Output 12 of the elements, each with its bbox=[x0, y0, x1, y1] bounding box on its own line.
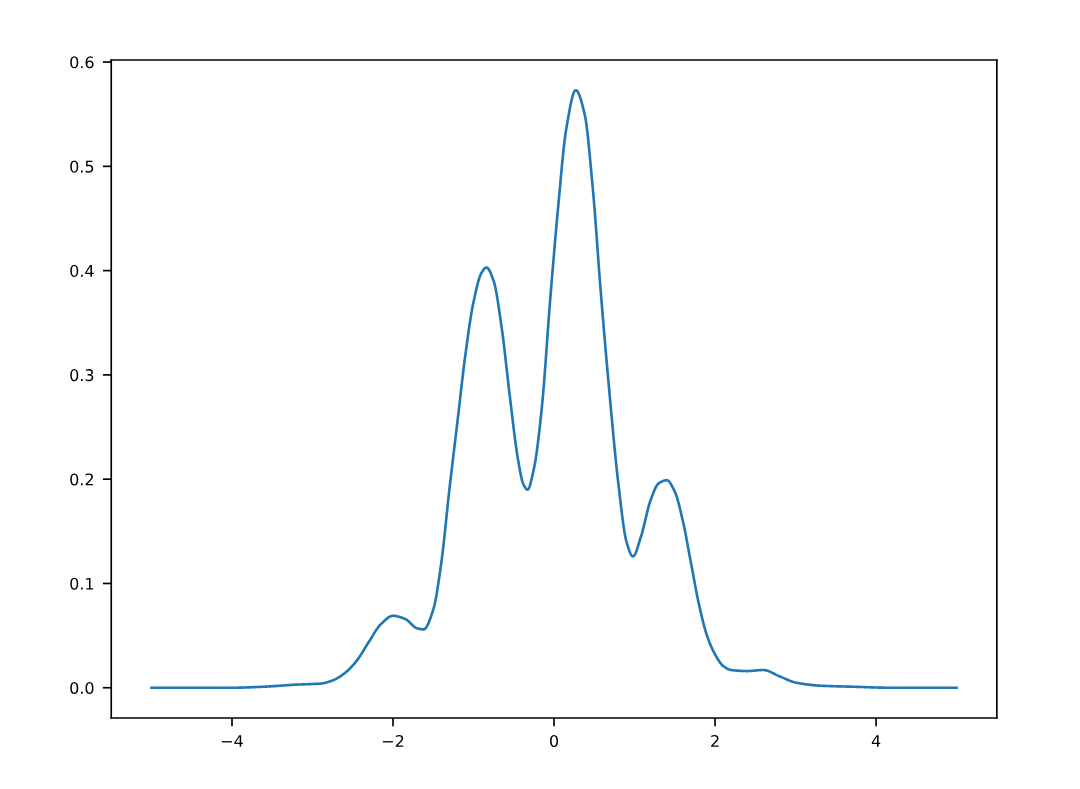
x-tick-label: 0 bbox=[550, 734, 559, 748]
y-tick-label: 0.3 bbox=[70, 369, 94, 382]
x-tick-label: −4 bbox=[221, 735, 243, 747]
x-tick-label: 2 bbox=[711, 734, 719, 747]
y-tick-label: 0.5 bbox=[70, 160, 94, 173]
y-tick-label: 0.1 bbox=[70, 577, 94, 590]
x-tick-label: 4 bbox=[871, 735, 881, 747]
y-tick-label: 0.0 bbox=[70, 681, 94, 695]
y-tick-label: 0.4 bbox=[70, 264, 94, 277]
y-tick-label: 0.6 bbox=[70, 56, 94, 69]
y-tick-label: 0.2 bbox=[70, 473, 93, 486]
x-tick-label: −2 bbox=[382, 734, 404, 747]
